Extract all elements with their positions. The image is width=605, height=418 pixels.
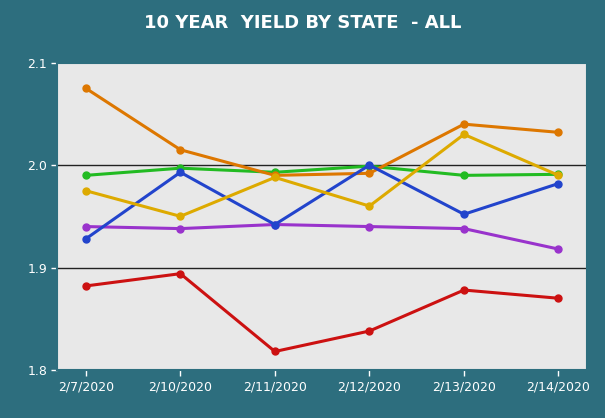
- GA: [555, 181, 562, 186]
- MS: [460, 132, 468, 137]
- GA: [271, 222, 278, 227]
- NJ: [177, 147, 184, 152]
- GA: [366, 163, 373, 168]
- VA: [366, 329, 373, 334]
- TX: [555, 247, 562, 252]
- MS: [366, 204, 373, 209]
- MS: [555, 173, 562, 178]
- MS: [82, 188, 90, 193]
- GA: [460, 212, 468, 217]
- Line: VA: VA: [82, 270, 562, 355]
- NJ: [271, 173, 278, 178]
- All States: [271, 170, 278, 175]
- TX: [271, 222, 278, 227]
- Line: NJ: NJ: [82, 85, 562, 179]
- GA: [82, 236, 90, 241]
- Line: TX: TX: [82, 221, 562, 252]
- NJ: [366, 171, 373, 176]
- VA: [460, 288, 468, 293]
- All States: [555, 172, 562, 177]
- All States: [82, 173, 90, 178]
- All States: [460, 173, 468, 178]
- All States: [366, 163, 373, 168]
- VA: [271, 349, 278, 354]
- Line: GA: GA: [82, 162, 562, 242]
- TX: [82, 224, 90, 229]
- MS: [271, 175, 278, 180]
- NJ: [82, 86, 90, 91]
- MS: [177, 214, 184, 219]
- TX: [460, 226, 468, 231]
- All States: [177, 166, 184, 171]
- TX: [366, 224, 373, 229]
- Line: All States: All States: [82, 163, 562, 179]
- Text: 10 YEAR  YIELD BY STATE  - ALL: 10 YEAR YIELD BY STATE - ALL: [144, 14, 461, 32]
- NJ: [460, 122, 468, 127]
- GA: [177, 170, 184, 175]
- VA: [177, 271, 184, 276]
- TX: [177, 226, 184, 231]
- VA: [555, 296, 562, 301]
- NJ: [555, 130, 562, 135]
- Line: MS: MS: [82, 131, 562, 220]
- VA: [82, 283, 90, 288]
